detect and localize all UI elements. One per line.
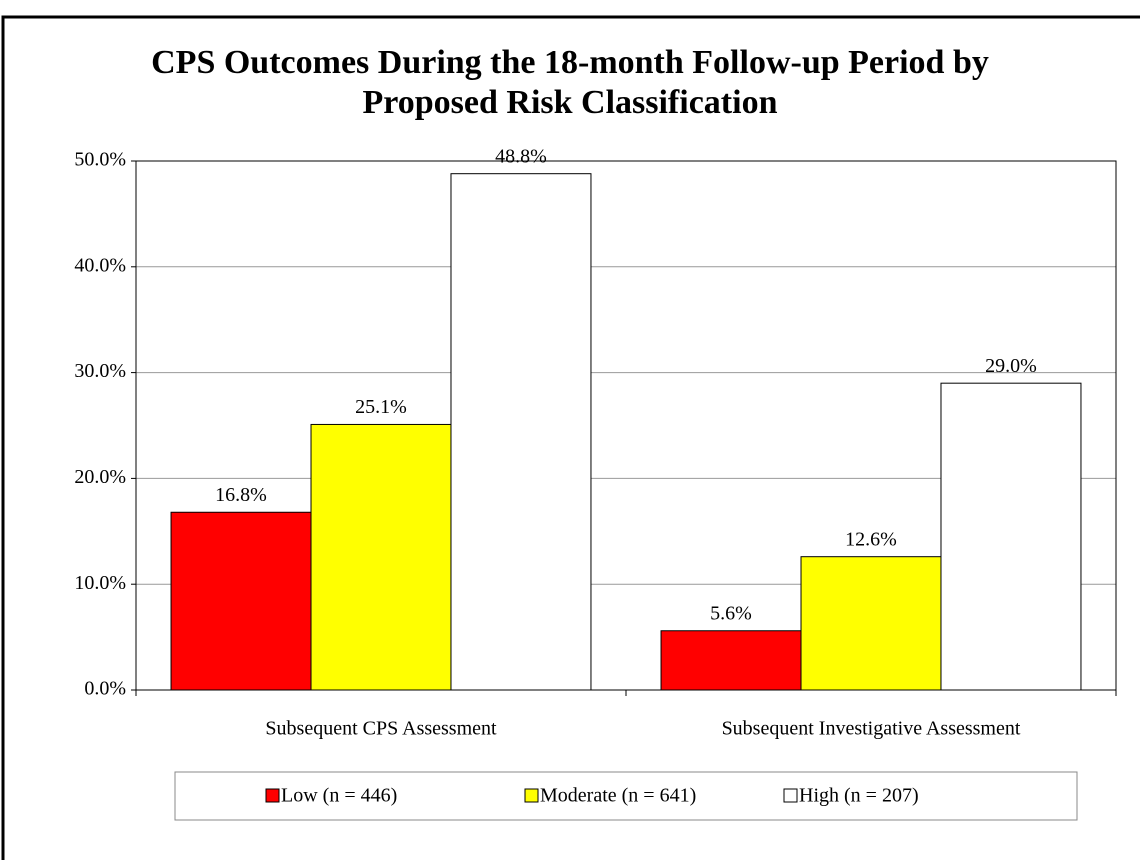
bar bbox=[310, 423, 452, 691]
chart-title: CPS Outcomes During the 18-month Follow-… bbox=[151, 44, 989, 121]
legend-label: Low (n = 446) bbox=[281, 785, 397, 807]
bar bbox=[450, 173, 592, 691]
legend-label: High (n = 207) bbox=[799, 785, 919, 807]
y-tick-label: 10.0% bbox=[74, 572, 126, 594]
bar bbox=[940, 382, 1082, 691]
bar bbox=[170, 511, 312, 691]
legend-label: Moderate (n = 641) bbox=[540, 785, 696, 807]
y-tick-label: 50.0% bbox=[74, 149, 126, 171]
data-label: 16.8% bbox=[215, 484, 267, 506]
data-label: 48.8% bbox=[495, 145, 547, 167]
bar bbox=[800, 556, 942, 691]
x-tick-label: Subsequent CPS Assessment bbox=[265, 718, 497, 740]
legend-swatch bbox=[783, 788, 798, 803]
y-tick-label: 30.0% bbox=[74, 360, 126, 382]
data-label: 5.6% bbox=[710, 602, 752, 624]
y-tick-label: 0.0% bbox=[84, 678, 126, 700]
legend-box bbox=[174, 771, 1078, 821]
y-tick-label: 40.0% bbox=[74, 254, 126, 276]
legend-swatch bbox=[265, 788, 280, 803]
legend-swatch bbox=[524, 788, 539, 803]
x-tick-label: Subsequent Investigative Assessment bbox=[722, 718, 1021, 740]
data-label: 12.6% bbox=[845, 528, 897, 550]
bar bbox=[660, 630, 802, 691]
data-label: 25.1% bbox=[355, 396, 407, 418]
y-tick-label: 20.0% bbox=[74, 466, 126, 488]
data-label: 29.0% bbox=[985, 355, 1037, 377]
